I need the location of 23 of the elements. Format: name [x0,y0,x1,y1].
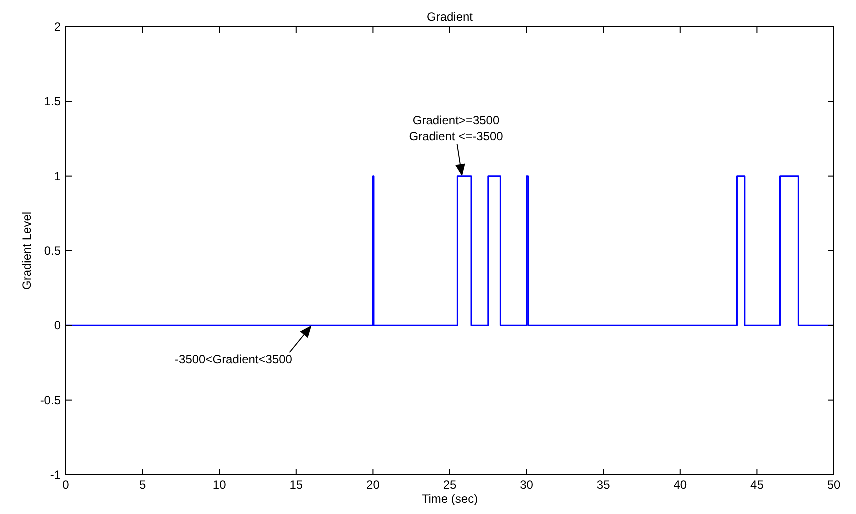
y-tick-label: 1 [54,169,62,184]
y-axis-title: Gradient Level [20,212,34,290]
y-tick-label: 2 [54,20,62,34]
x-tick-label: 25 [443,478,457,492]
annotation: -3500<Gradient<3500 [175,352,293,367]
chart-title: Gradient [426,10,474,24]
x-tick-label: 5 [139,478,146,492]
y-tick-label: -1 [50,468,62,482]
y-tick-label: 0 [54,318,62,333]
x-tick-label: 40 [674,478,688,492]
x-tick-label: 0 [62,478,70,492]
x-tick-label: 20 [366,478,380,492]
x-tick-label: 35 [596,478,611,492]
x-tick-label: 45 [750,478,764,492]
y-tick-label: 1.5 [44,94,62,109]
annotation: Gradient>=3500 Gradient <=-3500 [409,113,504,144]
x-tick-label: 15 [290,478,304,492]
x-tick-label: 30 [520,478,534,492]
x-tick-label: 50 [827,478,841,492]
y-tick-label: -0.5 [40,393,62,408]
y-tick-label: 0.5 [44,244,62,258]
x-axis-title: Time (sec) [422,492,478,506]
x-tick-label: 10 [212,478,227,492]
